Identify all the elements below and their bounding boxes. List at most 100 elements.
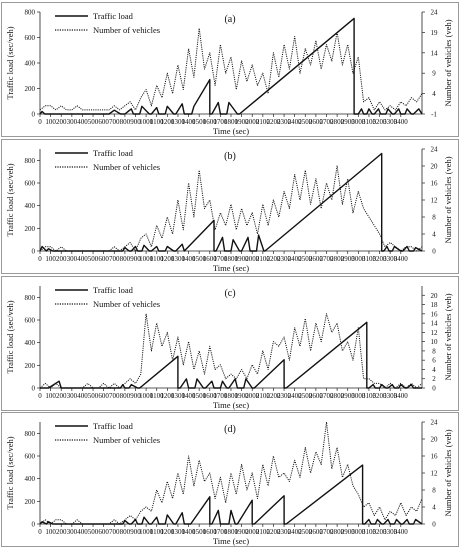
x-tick-label: 700	[109, 392, 120, 400]
x-tick-label: 100	[45, 255, 56, 263]
panel-label: (a)	[224, 14, 235, 25]
x-tick-label: 2900	[341, 255, 356, 263]
x-tick-label: 2300	[277, 118, 292, 126]
x-tick-label: 1500	[192, 392, 207, 400]
legend-entry-1: Traffic load	[93, 285, 134, 295]
x-tick-label: 500	[88, 392, 99, 400]
x-tick-label: 2900	[341, 392, 356, 400]
x-tick-label: 700	[109, 528, 120, 536]
panel-label: (b)	[224, 151, 236, 162]
x-tick-label: 3300	[383, 118, 398, 126]
x-tick-label: 3400	[394, 392, 409, 400]
x-tick-label: 2700	[320, 528, 335, 536]
y-right-tick-label: 2	[432, 375, 436, 383]
x-tick-label: 900	[130, 528, 141, 536]
y-axis-title-right: Number of vehicles (veh)	[443, 293, 453, 380]
x-tick-label: 400	[77, 528, 88, 536]
x-tick-label: 2200	[266, 255, 281, 263]
x-tick-label: 1100	[150, 118, 164, 126]
x-tick-label: 3300	[383, 528, 398, 536]
y-left-tick-label: 400	[25, 475, 36, 483]
y-right-tick-label: 24	[431, 419, 439, 427]
x-tick-label: 2700	[320, 255, 335, 263]
x-tick-label: 1700	[213, 255, 228, 263]
y-right-tick-label: 16	[431, 180, 439, 188]
legend: Traffic load Number of vehicles	[55, 285, 160, 309]
y-left-tick-label: 800	[25, 430, 36, 438]
x-tick-label: 2500	[298, 255, 313, 263]
x-tick-label: 1700	[213, 118, 228, 126]
x-tick-label: 0	[38, 255, 42, 263]
x-tick-label: 2000	[245, 392, 260, 400]
x-tick-label: 3400	[394, 255, 409, 263]
y-right-tick-label: 8	[432, 347, 436, 355]
x-tick-label: 0	[38, 392, 42, 400]
x-tick-label: 3200	[373, 392, 388, 400]
x-tick-label: 100	[45, 392, 56, 400]
x-tick-label: 300	[67, 392, 78, 400]
y-axis-title-left: Traffic load (sec/veh)	[5, 436, 15, 509]
y-axis-title-right: Number of vehicles (veh)	[443, 19, 453, 106]
x-tick-label: 1000	[139, 528, 154, 536]
x-tick-label: 200	[56, 118, 67, 126]
x-tick-label: 3400	[394, 118, 409, 126]
x-tick-label: 900	[130, 392, 141, 400]
x-tick-label: 1400	[182, 392, 197, 400]
y-right-tick-label: 12	[431, 197, 439, 205]
series-line-traffic-load	[39, 152, 423, 252]
y-axis-title-right: Number of vehicles (veh)	[443, 429, 453, 516]
x-tick-label: 800	[120, 392, 131, 400]
y-right-tick-label: 19	[431, 29, 439, 37]
legend: Traffic load Number of vehicles	[55, 11, 160, 35]
legend: Traffic load Number of vehicles	[55, 148, 160, 172]
y-axis-title-left: Traffic load (sec/veh)	[5, 163, 15, 236]
y-right-tick-label: 8	[432, 214, 436, 222]
x-tick-label: 300	[67, 255, 78, 263]
y-right-tick-label: 24	[431, 146, 439, 154]
x-tick-label: 1600	[203, 118, 218, 126]
x-tick-label: 1700	[213, 528, 228, 536]
x-axis-title: Time (sec)	[213, 126, 249, 136]
x-tick-label: 700	[109, 118, 120, 126]
x-tick-label: 3100	[362, 528, 377, 536]
x-tick-label: 1500	[192, 118, 207, 126]
y-axis-title-left: Traffic load (sec/veh)	[5, 26, 15, 99]
y-right-tick-label: 16	[431, 453, 439, 461]
x-tick-label: 2200	[266, 528, 281, 536]
series-line-vehicles	[39, 165, 423, 252]
y-right-tick-label: 18	[431, 301, 439, 309]
x-tick-label: 3100	[362, 255, 377, 263]
x-tick-label: 1800	[224, 392, 239, 400]
x-tick-label: 2600	[309, 255, 324, 263]
y-right-tick-label: 8	[432, 487, 436, 495]
x-tick-label: 2600	[309, 118, 324, 126]
x-tick-label: 1100	[150, 255, 164, 263]
legend-entry-2: Number of vehicles	[93, 299, 160, 309]
y-left-tick-label: 200	[25, 225, 36, 233]
x-tick-label: 1900	[235, 392, 250, 400]
x-tick-label: 1600	[203, 392, 218, 400]
x-tick-label: 2500	[298, 392, 313, 400]
x-tick-label: 1500	[192, 255, 207, 263]
x-tick-label: 0	[38, 528, 42, 536]
x-tick-label: 1600	[203, 528, 218, 536]
x-tick-label: 1100	[150, 392, 164, 400]
x-tick-label: 2600	[309, 392, 324, 400]
x-tick-label: 3000	[351, 528, 366, 536]
x-axis-title: Time (sec)	[213, 400, 249, 410]
y-right-tick-label: 4	[432, 504, 436, 512]
y-left-tick-label: 800	[25, 9, 36, 17]
y-right-tick-label: -1	[431, 111, 437, 119]
y-right-tick-label: 12	[431, 470, 439, 478]
x-tick-label: 900	[130, 255, 141, 263]
x-tick-label: 2800	[330, 118, 345, 126]
x-tick-label: 900	[130, 118, 141, 126]
x-tick-label: 200	[56, 392, 67, 400]
x-tick-label: 3000	[351, 392, 366, 400]
x-tick-label: 2400	[288, 255, 303, 263]
x-tick-label: 2800	[330, 392, 345, 400]
x-tick-label: 2100	[256, 528, 271, 536]
y-left-tick-label: 800	[25, 294, 36, 302]
y-left-tick-label: 0	[32, 248, 36, 256]
